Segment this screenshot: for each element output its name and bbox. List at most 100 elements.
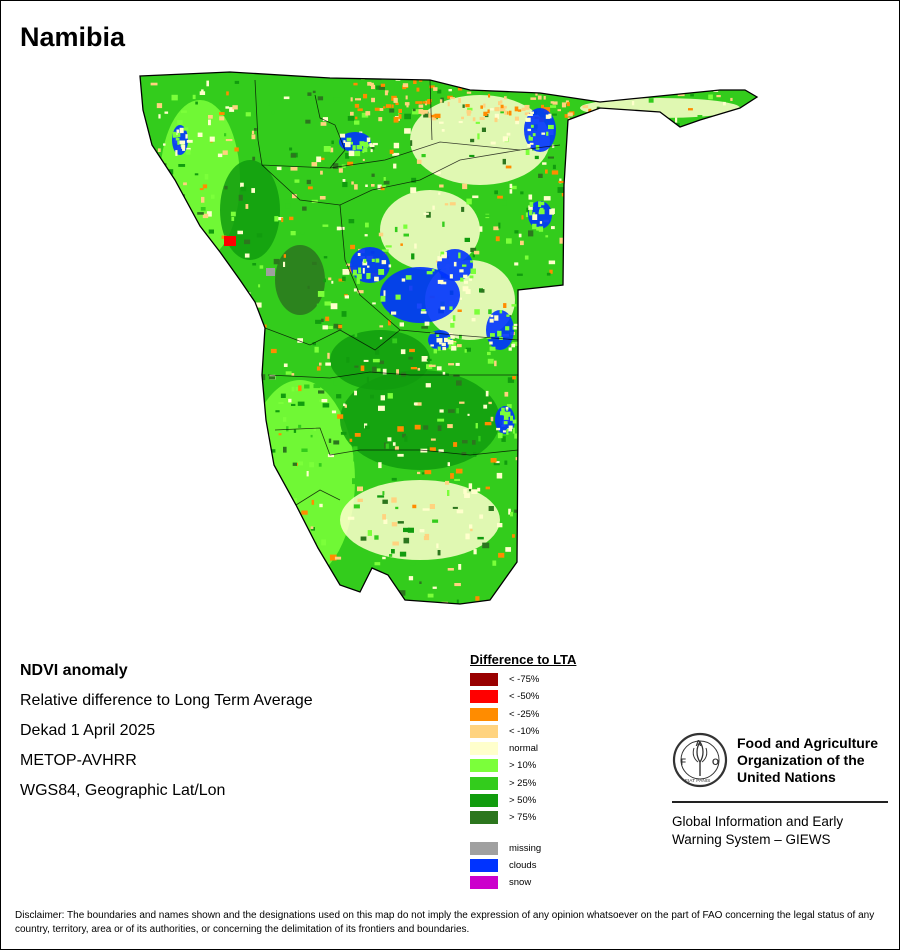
map-pixel: [558, 80, 564, 85]
map-pixel: [433, 114, 436, 117]
map-pixel: [307, 593, 313, 596]
map-pixel: [570, 320, 574, 324]
map-pixel: [621, 150, 624, 156]
map-pixel: [732, 164, 739, 169]
giews-line: Warning System – GIEWS: [672, 832, 831, 847]
fao-name-line: Organization of the: [737, 752, 865, 768]
map-pixel: [582, 105, 589, 109]
legend-item: snow: [470, 874, 670, 891]
map-pixel: [141, 403, 147, 408]
map-pixel: [583, 585, 589, 591]
map-pixel: [197, 212, 204, 215]
map-title: Namibia: [20, 22, 126, 52]
map-pixel: [428, 364, 436, 367]
map-pixel: [672, 439, 677, 446]
map-pixel: [647, 561, 654, 567]
map-pixel: [703, 122, 711, 127]
map-pixel: [540, 576, 545, 579]
map-pixel: [220, 434, 223, 439]
map-pixel: [423, 607, 427, 610]
map-pixel: [292, 532, 296, 538]
map-pixel: [525, 329, 527, 333]
map-pixel: [657, 259, 662, 262]
map-pixel: [363, 258, 367, 264]
map-pixel: [519, 542, 525, 546]
map-pixel: [732, 275, 735, 279]
map-pixel: [482, 542, 490, 549]
map-pixel: [485, 390, 489, 397]
map-pixel: [668, 157, 674, 164]
map-pixel: [726, 351, 732, 357]
map-pixel: [702, 410, 709, 416]
map-pixel: [690, 175, 693, 178]
map-pixel: [403, 537, 410, 544]
map-pixel: [357, 290, 364, 294]
map-pixel: [406, 104, 409, 108]
map-pixel: [580, 77, 584, 81]
map-pixel: [320, 122, 327, 126]
map-pixel: [306, 471, 309, 477]
map-pixel: [338, 226, 345, 230]
map-pixel: [152, 192, 160, 197]
map-pixel: [150, 568, 156, 572]
map-pixel: [712, 489, 718, 496]
map-pixel: [175, 137, 180, 141]
map-pixel: [736, 266, 739, 272]
map-pixel: [567, 317, 570, 321]
map-pixel: [619, 427, 623, 430]
map-pixel: [422, 101, 427, 104]
map-pixel: [735, 132, 741, 137]
map-pixel: [595, 250, 600, 254]
map-pixel: [329, 554, 337, 561]
map-pixel: [200, 320, 205, 324]
map-pixel: [367, 530, 372, 536]
map-pixel: [203, 353, 207, 359]
legend-label: < -25%: [509, 708, 540, 720]
map-pixel: [704, 439, 712, 445]
map-pixel: [428, 113, 432, 118]
map-pixel: [703, 343, 707, 349]
map-pixel: [301, 448, 308, 452]
map-pixel: [642, 379, 645, 385]
map-pixel: [223, 362, 229, 365]
map-pixel: [648, 98, 654, 103]
map-pixel: [522, 295, 527, 299]
map-pixel: [475, 423, 478, 429]
map-pixel: [675, 568, 680, 573]
map-pixel: [169, 401, 177, 408]
map-pixel: [723, 101, 726, 106]
map-pixel: [149, 104, 156, 108]
map-pixel: [494, 107, 500, 112]
map-pixel: [710, 494, 716, 497]
map-pixel: [229, 107, 235, 112]
map-pixel: [293, 578, 299, 583]
region-boundary: [264, 327, 401, 351]
map-pixel: [545, 288, 548, 292]
map-pixel: [613, 234, 616, 237]
map-pixel: [668, 575, 674, 581]
map-pixel: [458, 98, 461, 103]
map-pixel: [667, 174, 674, 179]
map-pixel: [266, 484, 270, 490]
map-pixel: [283, 96, 290, 100]
map-pixel: [418, 601, 423, 604]
legend-item: < -50%: [470, 688, 670, 705]
map-pixel: [278, 557, 281, 560]
map-pixel: [513, 327, 517, 330]
map-pixel: [261, 374, 266, 381]
map-pixel: [463, 280, 468, 284]
map-pixel: [206, 80, 209, 87]
map-pixel: [530, 88, 534, 95]
map-pixel: [179, 140, 186, 145]
map-pixel: [448, 363, 454, 366]
map-pixel: [453, 442, 458, 447]
map-pixel: [542, 162, 547, 165]
map-pixel: [755, 137, 757, 144]
map-pixel: [324, 301, 332, 306]
map-pixel: [349, 223, 354, 228]
map-pixel: [350, 97, 353, 102]
map-pixel: [552, 101, 558, 105]
map-pixel: [172, 131, 176, 138]
map-pixel: [723, 539, 727, 543]
map-pixel: [672, 172, 675, 176]
